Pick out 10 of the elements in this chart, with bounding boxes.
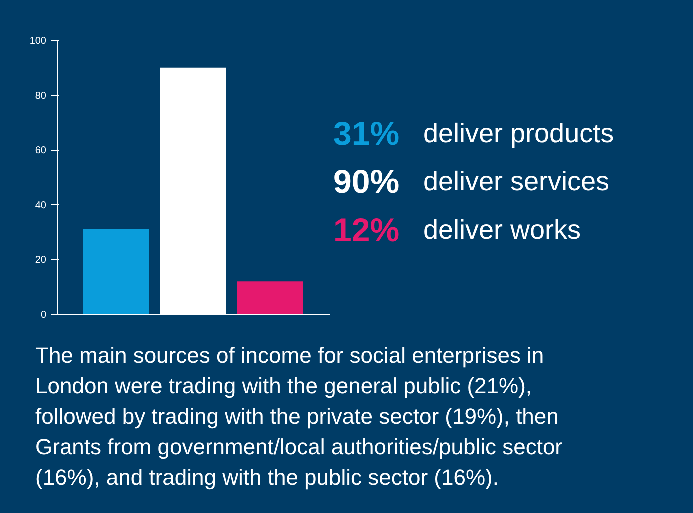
text: The main sources of income for social enterprises in London were trading with the general public (21%), followed by trading with the private sector (19%), then Grants from government/local authorities/public sector (16%), and trading with the public sector (16%). bbox=[36, 343, 563, 490]
y-tick-label: 60 bbox=[35, 146, 47, 157]
y-tick-label: 40 bbox=[35, 200, 47, 212]
y-tick-label: 0 bbox=[40, 310, 47, 321]
y-tick-label: 80 bbox=[35, 90, 47, 102]
text: 31% deliver products bbox=[334, 114, 614, 152]
text: 90% deliver services bbox=[334, 163, 610, 200]
y-tick-label: 100 bbox=[30, 36, 47, 47]
y-tick-label: 20 bbox=[35, 255, 47, 266]
text: 12% deliver works bbox=[334, 211, 582, 248]
